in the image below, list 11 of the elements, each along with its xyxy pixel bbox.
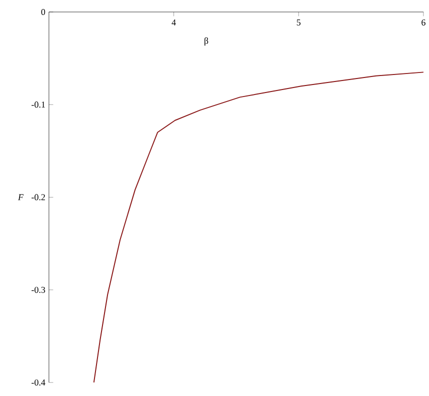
y-tick-label: -0.4 bbox=[32, 379, 46, 386]
y-tick-label: -0.1 bbox=[32, 101, 45, 108]
y-tick-label: -0.3 bbox=[32, 286, 46, 293]
x-axis-title: β bbox=[204, 37, 208, 46]
y-axis-title: F bbox=[18, 194, 24, 200]
x-tick-label: 4 bbox=[172, 19, 176, 26]
line-series bbox=[93, 71, 424, 383]
y-tick-label: -0.2 bbox=[32, 194, 45, 200]
y-tick-label: 0 bbox=[41, 8, 46, 15]
x-tick-label: 5 bbox=[296, 19, 301, 26]
x-tick-label: 6 bbox=[422, 19, 426, 26]
